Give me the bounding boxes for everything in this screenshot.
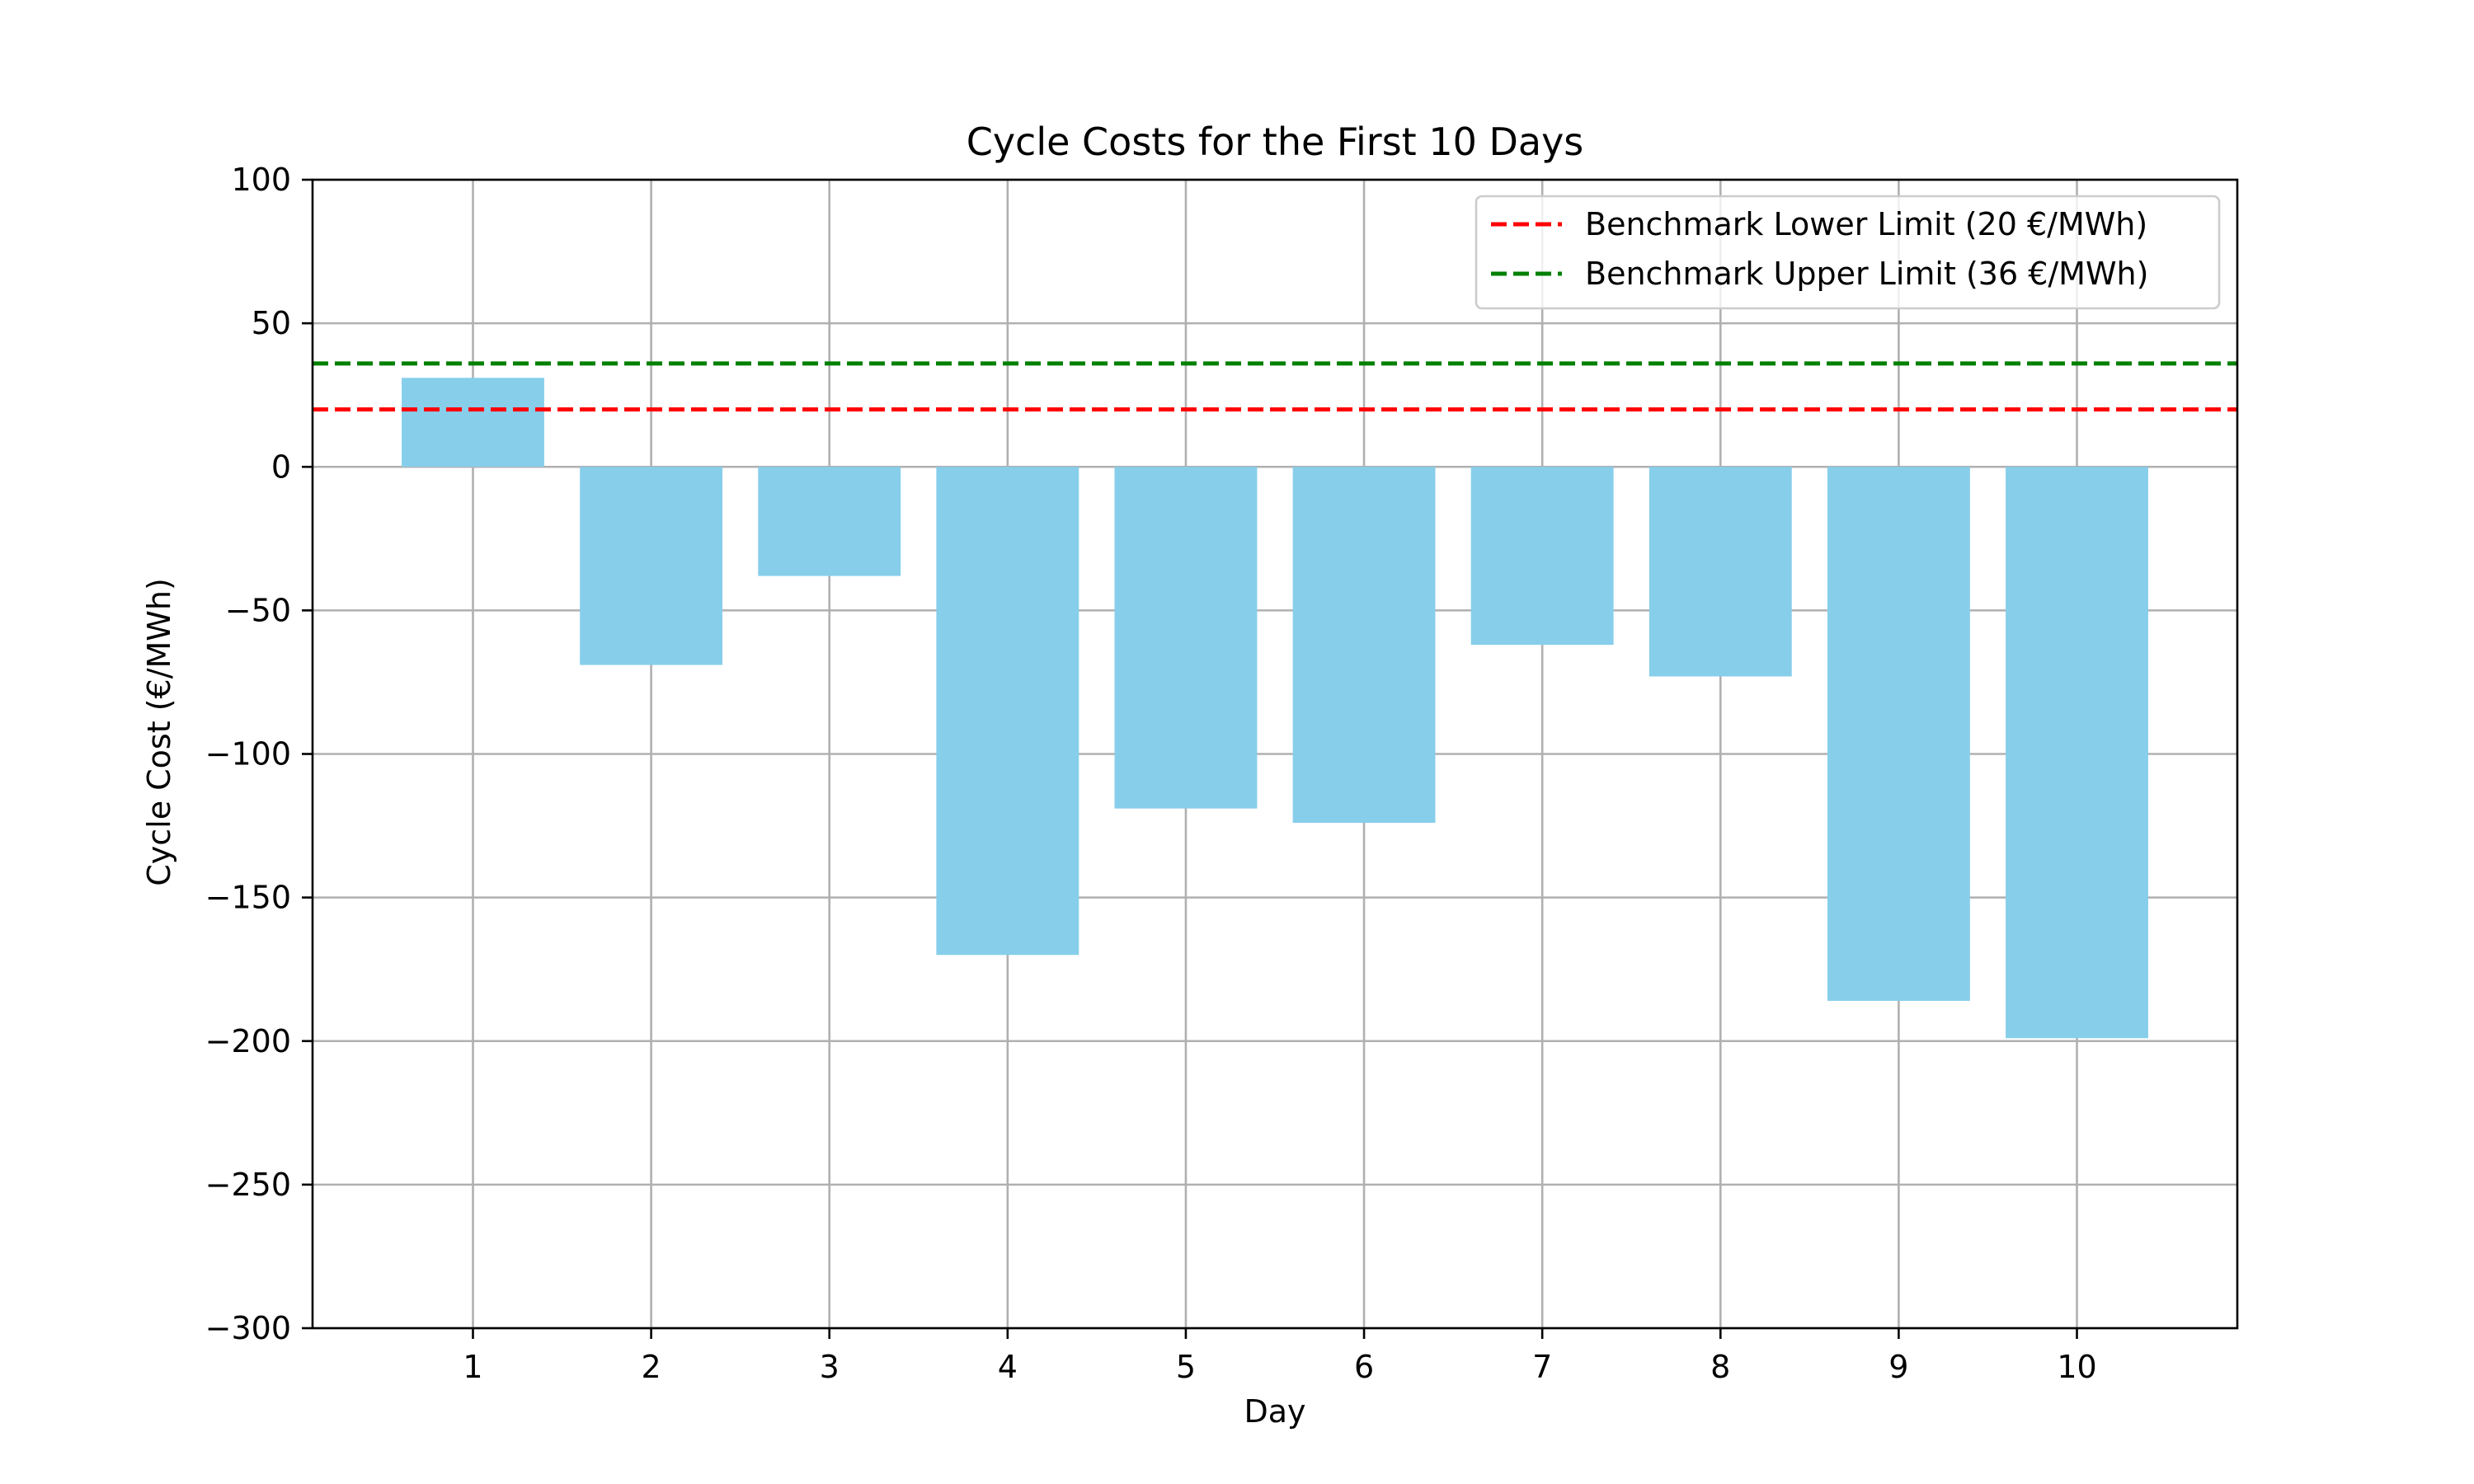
- x-tick-label: 1: [463, 1349, 482, 1385]
- y-tick-label: 0: [271, 448, 291, 485]
- x-tick-label: 2: [642, 1349, 661, 1385]
- bar: [580, 467, 723, 665]
- y-tick-label: 50: [252, 305, 291, 341]
- x-tick-label: 5: [1176, 1349, 1196, 1385]
- bar: [1114, 467, 1258, 809]
- y-tick-label: −50: [225, 592, 291, 628]
- y-tick-label: −200: [205, 1023, 291, 1059]
- y-axis-label: Cycle Cost (€/MWh): [141, 578, 177, 886]
- y-tick-label: −300: [205, 1310, 291, 1346]
- bar: [1827, 467, 1970, 1001]
- bar: [758, 467, 901, 576]
- bar: [1292, 467, 1436, 824]
- x-tick-label: 9: [1888, 1349, 1908, 1385]
- legend: Benchmark Lower Limit (20 €/MWh) Benchmar…: [1475, 195, 2221, 310]
- x-axis-label: Day: [1244, 1393, 1305, 1430]
- ticks: 100 50 0 −50 −100 −150 −200 −250 −300 1 2 3 4 5 6 7 8 9 10: [205, 162, 2097, 1385]
- bar: [1470, 467, 1614, 646]
- legend-label: Benchmark Upper Limit (36 €/MWh): [1585, 256, 2148, 292]
- x-tick-label: 6: [1354, 1349, 1374, 1385]
- bar: [2006, 467, 2148, 1039]
- x-tick-label: 3: [820, 1349, 840, 1385]
- legend-label: Benchmark Lower Limit (20 €/MWh): [1585, 206, 2147, 242]
- x-tick-label: 8: [1710, 1349, 1730, 1385]
- y-tick-label: −100: [205, 736, 291, 773]
- chart-title: Cycle Costs for the First 10 Days: [967, 120, 1584, 164]
- y-tick-label: −150: [205, 880, 291, 916]
- y-tick-label: 100: [231, 162, 291, 198]
- bar: [402, 378, 544, 467]
- x-tick-label: 10: [2057, 1349, 2096, 1385]
- legend-box: [1475, 195, 2221, 310]
- x-tick-label: 4: [998, 1349, 1018, 1385]
- y-tick-label: −250: [205, 1167, 291, 1203]
- bar: [1649, 467, 1792, 677]
- bar: [936, 467, 1079, 956]
- x-tick-label: 7: [1532, 1349, 1552, 1385]
- bars: [402, 378, 2148, 1039]
- reference-lines: [313, 361, 2237, 412]
